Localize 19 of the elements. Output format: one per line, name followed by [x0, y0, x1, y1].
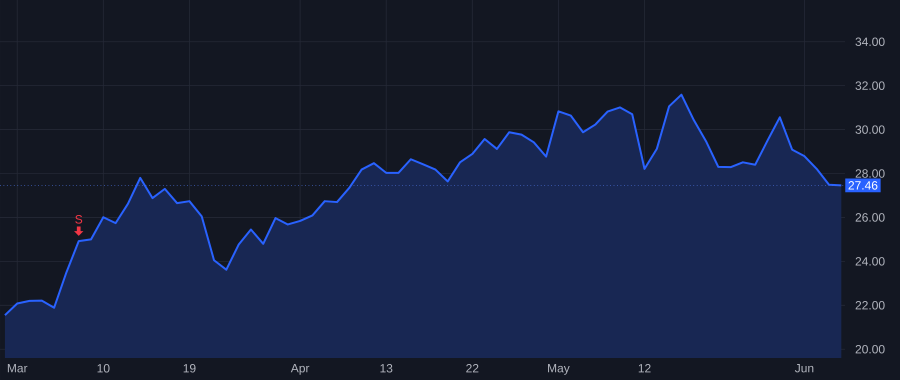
x-tick-label: 10 — [98, 364, 110, 373]
annotation: S — [75, 215, 82, 224]
x-tick-label: 22 — [466, 364, 478, 372]
y-tick-label: 30.00 — [856, 125, 885, 134]
y-tick-label: 24.00 — [856, 257, 885, 266]
y-tick-label: 28.00 — [856, 169, 885, 178]
x-tick-label: Apr — [290, 364, 310, 375]
x-tick-label: 12 — [638, 364, 651, 372]
y-tick-label: 32.00 — [856, 81, 885, 90]
ref-line-label: 27.46 — [848, 181, 878, 190]
y-tick-label: 26.00 — [856, 213, 885, 222]
y-tick-label: 34.00 — [856, 37, 885, 46]
y-tick-label: 20.00 — [856, 344, 885, 354]
x-tick-label: May — [548, 364, 570, 375]
x-tick-label: 13 — [380, 364, 392, 373]
x-tick-label: Mar — [8, 364, 28, 372]
x-tick-label: Jun — [794, 364, 814, 372]
x-tick-label: 19 — [184, 364, 196, 373]
y-tick-label: 22.00 — [856, 301, 885, 310]
